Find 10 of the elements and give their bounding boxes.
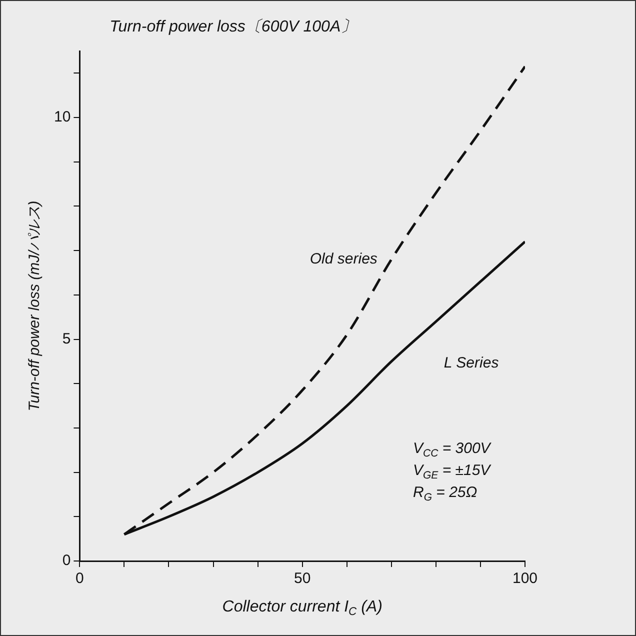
y-tick-label: 5 bbox=[62, 330, 71, 348]
x-tick-label: 50 bbox=[294, 570, 311, 588]
y-axis-title: Turn-off power loss (mJ/パルス) bbox=[26, 200, 44, 412]
chart-title: Turn-off power loss〔600V 100A〕 bbox=[110, 18, 357, 36]
y-tick-label: 10 bbox=[54, 108, 71, 126]
series-label: Old series bbox=[310, 250, 378, 268]
x-tick-label: 100 bbox=[512, 570, 538, 588]
y-tick-label: 0 bbox=[62, 552, 71, 570]
x-tick-label: 0 bbox=[76, 570, 84, 588]
text: L Series bbox=[444, 354, 500, 372]
